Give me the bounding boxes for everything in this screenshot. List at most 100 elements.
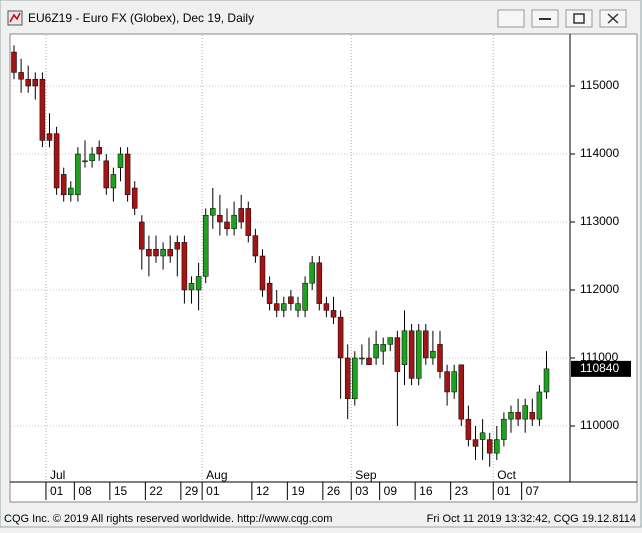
candle-body <box>153 248 159 257</box>
candle-body <box>494 439 500 454</box>
candle-body <box>465 418 472 440</box>
candle-body <box>238 208 244 223</box>
x-tick-label: 09 <box>384 484 398 498</box>
candle-body <box>401 330 408 366</box>
candle-body <box>110 174 117 189</box>
candle-body <box>515 412 521 420</box>
candle-body <box>472 439 479 447</box>
candle-body <box>458 364 465 420</box>
x-tick-label: 01 <box>50 484 64 498</box>
footer-timestamp: Fri Oct 11 2019 13:32:42, CQG 19.12.8114 <box>427 513 636 525</box>
candle-body <box>394 337 401 372</box>
candle-body <box>39 78 46 141</box>
candle-body <box>89 153 95 162</box>
month-label: Sep <box>355 468 377 482</box>
x-tick-label: 16 <box>419 484 433 498</box>
y-tick-label: 110000 <box>580 418 619 432</box>
candle-body <box>46 133 53 141</box>
candle-body <box>103 160 110 189</box>
candle-body <box>174 242 181 250</box>
candle-body <box>11 51 17 73</box>
candle-body <box>444 371 450 393</box>
candle-body <box>210 208 216 216</box>
candle-body <box>408 330 415 379</box>
candle-body <box>543 368 550 393</box>
candle-body <box>68 187 74 196</box>
candle-body <box>124 153 131 196</box>
x-tick-label: 15 <box>114 484 128 498</box>
y-tick-label: 113000 <box>580 214 619 228</box>
window-title: EU6Z19 - Euro FX (Globex), Dec 19, Daily <box>28 11 254 25</box>
x-tick-label: 12 <box>256 484 270 498</box>
x-tick-label: 08 <box>78 484 92 498</box>
candle-body <box>380 344 386 352</box>
candle-body <box>281 303 287 311</box>
candle-body <box>160 248 166 257</box>
candle-body <box>167 248 173 257</box>
footer-copyright: CQG Inc. © 2019 All rights reserved worl… <box>4 513 332 525</box>
x-tick-label: 29 <box>185 484 199 498</box>
candle-body <box>536 391 543 420</box>
candle-body <box>344 357 351 400</box>
candle-body <box>316 262 323 304</box>
candle-body <box>309 262 315 284</box>
month-label: Oct <box>497 468 516 482</box>
candle-body <box>323 303 330 311</box>
app-icon-glyph <box>9 12 21 23</box>
y-tick-label: 111000 <box>580 350 619 364</box>
candle-body <box>430 350 436 359</box>
month-label: Jul <box>50 468 65 482</box>
candle-body <box>508 412 514 420</box>
candle-body <box>387 337 394 345</box>
x-tick-label: 03 <box>355 484 369 498</box>
candle-body <box>259 255 266 291</box>
candle-body <box>373 344 379 359</box>
candle-body <box>60 174 67 196</box>
candle-body <box>75 153 81 196</box>
candle-body <box>117 153 124 168</box>
x-tick-label: 07 <box>526 484 540 498</box>
y-tick-label: 115000 <box>580 78 619 92</box>
candle-body <box>451 371 457 393</box>
candle-body <box>25 78 31 87</box>
maximize-glyph <box>573 13 585 24</box>
candle-body <box>96 146 102 155</box>
candle-body <box>224 221 230 230</box>
candle-body <box>302 282 308 311</box>
last-price-box <box>571 360 631 377</box>
candle-body <box>188 282 195 291</box>
close-glyph <box>607 13 619 24</box>
candle-body <box>352 357 358 400</box>
candle-body <box>423 330 429 359</box>
x-tick-label: 22 <box>149 484 163 498</box>
month-label: Aug <box>206 468 227 482</box>
x-tick-label: 19 <box>291 484 305 498</box>
pin-button[interactable] <box>497 9 525 28</box>
candle-body <box>273 303 280 311</box>
candle-body <box>231 214 237 230</box>
last-price-label: 110840 <box>580 361 619 375</box>
candle-body <box>330 310 337 318</box>
chart-area <box>9 33 638 503</box>
candle-body <box>366 357 372 366</box>
candle-body <box>146 248 152 257</box>
candle-body <box>202 214 209 277</box>
maximize-button[interactable] <box>565 9 593 28</box>
candle-body <box>522 405 528 420</box>
candle-body <box>252 235 259 257</box>
candle-body <box>82 160 88 163</box>
candle-body <box>486 439 493 454</box>
x-tick-label: 01 <box>497 484 511 498</box>
candle-body <box>195 276 202 291</box>
candle-body <box>288 296 294 304</box>
candle-body <box>437 344 443 372</box>
candle-body <box>295 303 301 311</box>
candle-body <box>217 214 223 223</box>
candle-body <box>245 208 252 236</box>
candle-body <box>359 357 365 360</box>
candle-body <box>18 72 24 80</box>
candle-body <box>337 316 344 359</box>
